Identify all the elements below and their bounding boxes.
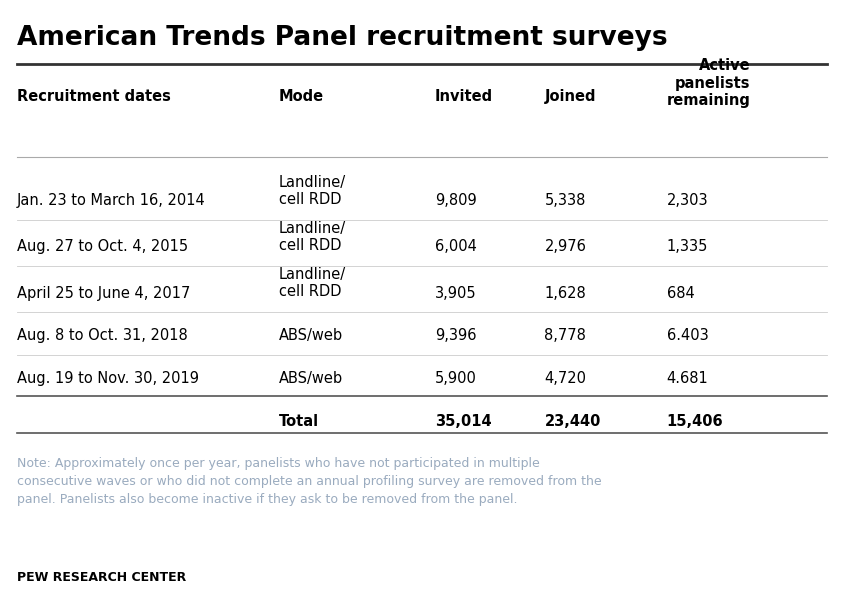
Text: 4,720: 4,720 (544, 371, 587, 386)
Text: Mode: Mode (279, 89, 323, 104)
Text: ABS/web: ABS/web (279, 371, 343, 386)
Text: Landline/
cell RDD: Landline/ cell RDD (279, 267, 346, 300)
Text: 1,628: 1,628 (544, 286, 586, 300)
Text: 23,440: 23,440 (544, 414, 601, 429)
Text: PEW RESEARCH CENTER: PEW RESEARCH CENTER (17, 571, 187, 584)
Text: 8,778: 8,778 (544, 328, 587, 343)
Text: Active
panelists
remaining: Active panelists remaining (667, 58, 750, 108)
Text: 4.681: 4.681 (667, 371, 708, 386)
Text: 2,303: 2,303 (667, 193, 708, 208)
Text: 684: 684 (667, 286, 695, 300)
Text: Note: Approximately once per year, panelists who have not participated in multip: Note: Approximately once per year, panel… (17, 457, 602, 507)
Text: 3,905: 3,905 (435, 286, 476, 300)
Text: Aug. 8 to Oct. 31, 2018: Aug. 8 to Oct. 31, 2018 (17, 328, 187, 343)
Text: 2,976: 2,976 (544, 239, 587, 254)
Text: Jan. 23 to March 16, 2014: Jan. 23 to March 16, 2014 (17, 193, 206, 208)
Text: ABS/web: ABS/web (279, 328, 343, 343)
Text: Landline/
cell RDD: Landline/ cell RDD (279, 221, 346, 254)
Text: April 25 to June 4, 2017: April 25 to June 4, 2017 (17, 286, 190, 300)
Text: 15,406: 15,406 (667, 414, 723, 429)
Text: 6,004: 6,004 (435, 239, 477, 254)
Text: 9,396: 9,396 (435, 328, 476, 343)
Text: 5,900: 5,900 (435, 371, 477, 386)
Text: Landline/
cell RDD: Landline/ cell RDD (279, 175, 346, 208)
Text: Total: Total (279, 414, 319, 429)
Text: 35,014: 35,014 (435, 414, 491, 429)
Text: Aug. 27 to Oct. 4, 2015: Aug. 27 to Oct. 4, 2015 (17, 239, 188, 254)
Text: Aug. 19 to Nov. 30, 2019: Aug. 19 to Nov. 30, 2019 (17, 371, 199, 386)
Text: Recruitment dates: Recruitment dates (17, 89, 170, 104)
Text: American Trends Panel recruitment surveys: American Trends Panel recruitment survey… (17, 25, 668, 50)
Text: Joined: Joined (544, 89, 596, 104)
Text: 9,809: 9,809 (435, 193, 476, 208)
Text: 6.403: 6.403 (667, 328, 708, 343)
Text: Invited: Invited (435, 89, 493, 104)
Text: 1,335: 1,335 (667, 239, 708, 254)
Text: 5,338: 5,338 (544, 193, 586, 208)
